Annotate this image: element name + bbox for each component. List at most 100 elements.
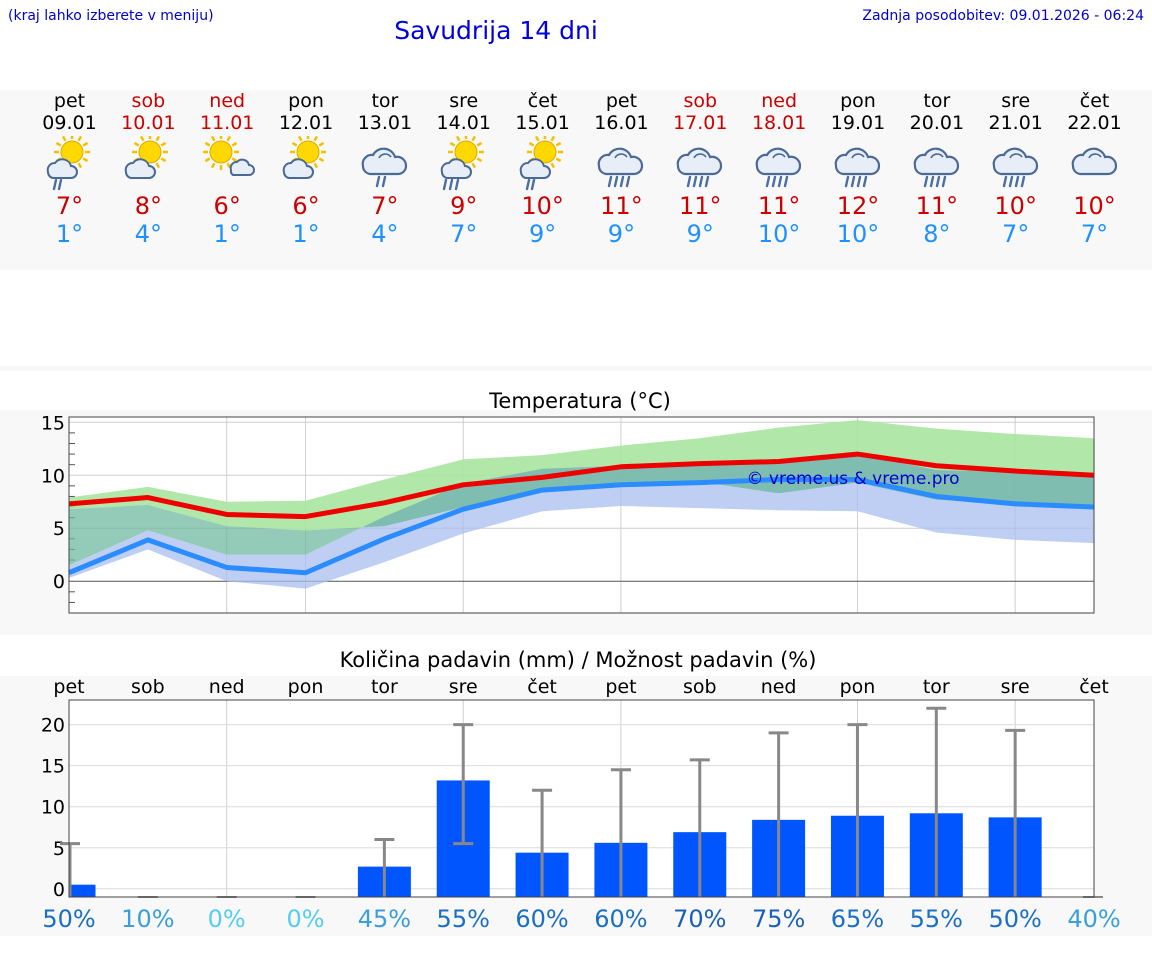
sun-cloud-rain-icon [515,134,571,192]
forecast-min-temp: 7° [1002,220,1030,248]
forecast-date: 20.01 [909,112,965,134]
last-updated: Zadnja posodobitev: 09.01.2026 - 06:24 [862,8,1144,24]
precip-probability: 60% [515,905,568,933]
forecast-max-temp: 7° [55,192,84,220]
precip-probability: 55% [910,905,963,933]
temperature-chart: Temperatura (°C) 0 5 10 15 © vreme.us & vreme… [41,389,1095,614]
forecast-date: 16.01 [594,112,649,134]
max-temp-line [68,451,1095,520]
plot-frame [68,699,1095,898]
forecast-day: sob 17.01 11° 9° [661,90,740,248]
forecast-max-temp: 11° [679,192,722,220]
x-day-label: čet [1079,676,1109,698]
forecast-day-name: tor [371,90,399,112]
forecast-day-name: pet [53,90,86,112]
forecast-day: sre 14.01 9° 7° [424,90,503,248]
precipitation-chart: Količina padavin (mm) / Možnost padavin … [41,648,1121,933]
forecast-band [0,90,1152,270]
min-temp-line [68,477,1095,576]
sun-cloud-icon [278,134,334,192]
forecast-max-temp: 6° [292,192,320,220]
forecast-max-temp: 7° [371,192,399,220]
forecast-date: 19.01 [830,112,886,134]
x-day-label: ned [761,676,797,698]
forecast-min-temp: 7° [450,220,478,248]
forecast-date: 14.01 [436,112,491,134]
x-day-label: pon [840,676,876,698]
forecast-date: 15.01 [515,112,570,134]
precip-probability: 50% [988,905,1041,933]
forecast-day-name: tor [923,90,951,112]
y-tick-label: 15 [41,412,65,434]
forecast-max-temp: 11° [600,192,643,220]
cloud-heavy-rain-icon [672,136,728,192]
forecast-min-temp: 1° [292,220,320,248]
precip-probability: 40% [1067,905,1120,933]
forecast-min-temp: 8° [923,220,951,248]
forecast-min-temp: 1° [213,220,241,248]
forecast-day: tor 13.01 7° 4° [345,90,424,248]
forecast-min-temp: 9° [686,220,714,248]
precip-probability: 75% [752,905,805,933]
menu-hint: (kraj lahko izberete v meniju) [8,8,214,24]
forecast-day: čet 15.01 10° 9° [503,90,582,248]
forecast-date: 17.01 [673,112,728,134]
forecast-day: ned 11.01 6° 1° [188,90,267,248]
forecast-date: 18.01 [751,112,807,134]
y-tick-label: 15 [41,756,65,778]
x-day-label: sob [131,676,165,698]
forecast-day: pon 12.01 6° 1° [267,90,346,248]
forecast-day-name: pon [288,90,324,112]
forecast-day: pet 16.01 11° 9° [582,90,661,248]
x-day-label: pon [288,676,324,698]
precip-probability: 55% [437,905,490,933]
forecast-max-temp: 9° [450,192,478,220]
forecast-min-temp: 9° [607,220,636,248]
forecast-min-temp: 10° [757,220,801,248]
sun-cloud-icon [120,134,176,192]
separator-band [0,366,1152,371]
precip-bar [69,884,96,897]
y-tick-label: 0 [53,571,65,593]
forecast-max-temp: 10° [1073,192,1116,220]
forecast-date: 10.01 [121,112,176,134]
cloud-rain-icon [357,136,413,192]
copyright-annotation: © vreme.us & vreme.pro [746,469,959,489]
forecast-day: pet 09.01 7° 1° [30,90,109,248]
forecast-max-temp: 8° [134,192,162,220]
y-tick-label: 0 [53,879,65,901]
page-title: Savudrija 14 dni [394,16,598,45]
min-temp-band [69,454,1094,589]
forecast-max-temp: 10° [994,192,1037,220]
plot-frame [68,416,1095,614]
y-tick-label: 20 [41,715,65,737]
x-day-label: pet [605,676,636,698]
forecast-date: 11.01 [199,112,255,134]
y-tick-label: 5 [53,518,65,540]
forecast-day: sre 21.01 10° 7° [976,90,1055,248]
forecast-day-name: pet [605,90,638,112]
precipitation-chart-title: Količina padavin (mm) / Možnost padavin … [340,648,817,672]
forecast-min-temp: 10° [836,220,880,248]
forecast-date: 12.01 [278,112,334,134]
cloud-heavy-rain-icon [988,136,1044,192]
forecast-day-name: pon [840,90,876,112]
x-day-label: tor [371,676,398,698]
precip-probability: 50% [42,905,95,933]
forecast-date: 09.01 [42,112,97,134]
sun-cloud-heavy-rain-icon [436,134,492,192]
forecast-day: čet 22.01 10° 7° [1055,90,1134,248]
x-day-label: čet [527,676,557,698]
precip-probability: 60% [594,905,647,933]
forecast-max-temp: 6° [213,192,241,220]
x-day-label: pet [53,676,84,698]
precip-probability: 65% [831,905,884,933]
forecast-max-temp: 11° [757,192,801,220]
x-day-label: tor [923,676,950,698]
forecast-max-temp: 12° [836,192,880,220]
forecast-min-temp: 4° [371,220,399,248]
forecast-day: pon 19.01 12° 10° [819,90,898,248]
x-day-label: sre [1001,676,1030,698]
forecast-max-temp: 10° [521,192,564,220]
cloud-heavy-rain-icon [751,136,807,192]
